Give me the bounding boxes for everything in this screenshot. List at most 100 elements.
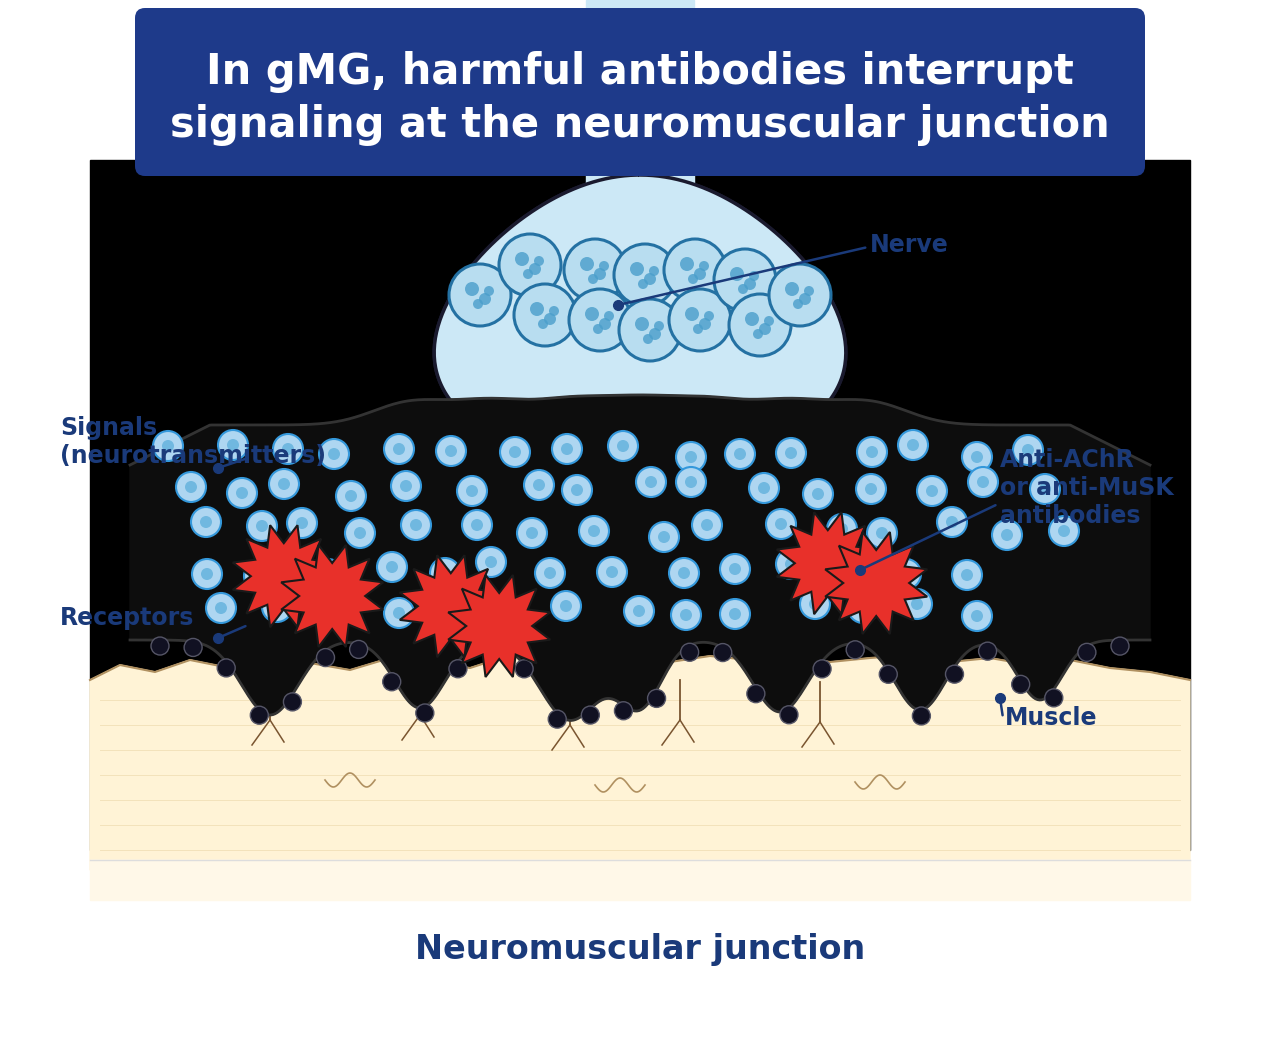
Circle shape	[515, 252, 529, 266]
Circle shape	[227, 439, 239, 450]
Circle shape	[785, 447, 797, 459]
Circle shape	[483, 640, 500, 659]
Circle shape	[561, 443, 573, 455]
Circle shape	[479, 293, 492, 305]
Circle shape	[282, 443, 294, 455]
Circle shape	[846, 640, 864, 659]
Circle shape	[649, 266, 659, 276]
Circle shape	[384, 434, 413, 464]
Circle shape	[570, 289, 631, 351]
Circle shape	[296, 517, 308, 529]
Circle shape	[692, 510, 722, 540]
Circle shape	[550, 591, 581, 621]
Circle shape	[253, 570, 265, 582]
Circle shape	[780, 706, 797, 723]
Circle shape	[244, 561, 274, 591]
Circle shape	[530, 302, 544, 316]
Circle shape	[393, 443, 404, 455]
Circle shape	[764, 316, 774, 326]
Circle shape	[449, 660, 467, 678]
Circle shape	[908, 439, 919, 450]
Circle shape	[507, 611, 518, 623]
Circle shape	[671, 600, 701, 630]
Circle shape	[689, 274, 698, 284]
Circle shape	[745, 312, 759, 326]
Circle shape	[466, 485, 477, 497]
Circle shape	[1012, 435, 1043, 465]
Circle shape	[776, 549, 806, 579]
Circle shape	[544, 567, 556, 579]
Circle shape	[669, 558, 699, 588]
Circle shape	[588, 525, 600, 537]
Circle shape	[1044, 689, 1062, 707]
Polygon shape	[90, 655, 1190, 870]
Polygon shape	[826, 532, 927, 634]
Circle shape	[899, 430, 928, 460]
Circle shape	[699, 318, 710, 330]
Circle shape	[346, 518, 375, 548]
Circle shape	[913, 707, 931, 725]
Circle shape	[384, 598, 413, 628]
Circle shape	[636, 467, 666, 497]
Circle shape	[599, 318, 611, 330]
Circle shape	[876, 527, 888, 539]
Circle shape	[594, 268, 605, 280]
Polygon shape	[90, 861, 1190, 900]
Circle shape	[664, 239, 726, 301]
Circle shape	[865, 483, 877, 495]
Circle shape	[643, 334, 653, 344]
Circle shape	[287, 508, 317, 538]
Circle shape	[544, 313, 556, 325]
Polygon shape	[282, 545, 383, 647]
Polygon shape	[448, 575, 550, 677]
Circle shape	[1111, 637, 1129, 655]
Circle shape	[378, 552, 407, 582]
Circle shape	[681, 644, 699, 661]
Circle shape	[968, 467, 998, 497]
Text: signaling at the neuromuscular junction: signaling at the neuromuscular junction	[170, 104, 1110, 146]
Circle shape	[692, 324, 703, 334]
Circle shape	[562, 475, 591, 506]
Circle shape	[654, 321, 664, 331]
Circle shape	[323, 568, 334, 580]
Circle shape	[676, 467, 707, 497]
Text: Receptors: Receptors	[60, 606, 195, 630]
Circle shape	[799, 293, 812, 305]
Circle shape	[911, 598, 923, 610]
Circle shape	[251, 706, 269, 725]
Circle shape	[278, 479, 291, 490]
Circle shape	[774, 518, 787, 530]
Circle shape	[946, 665, 964, 683]
Circle shape	[236, 487, 248, 499]
Circle shape	[669, 289, 731, 351]
Circle shape	[685, 307, 699, 321]
Circle shape	[390, 471, 421, 501]
Circle shape	[678, 567, 690, 579]
Circle shape	[485, 556, 497, 568]
Circle shape	[749, 473, 780, 503]
Circle shape	[648, 689, 666, 707]
Circle shape	[680, 609, 692, 621]
Circle shape	[585, 307, 599, 321]
Text: Signals
(neurotransmitters): Signals (neurotransmitters)	[60, 416, 326, 468]
Circle shape	[329, 601, 340, 613]
Circle shape	[1001, 529, 1012, 541]
Circle shape	[1011, 676, 1029, 693]
Circle shape	[765, 509, 796, 539]
Circle shape	[699, 261, 709, 271]
Circle shape	[744, 278, 756, 290]
Circle shape	[739, 284, 748, 294]
Circle shape	[410, 519, 422, 531]
Circle shape	[465, 282, 479, 296]
Polygon shape	[434, 175, 846, 465]
Circle shape	[937, 507, 966, 537]
Circle shape	[730, 608, 741, 620]
Circle shape	[227, 479, 257, 508]
Circle shape	[749, 271, 759, 281]
Circle shape	[154, 431, 183, 461]
Circle shape	[992, 520, 1021, 550]
Circle shape	[856, 474, 886, 504]
Circle shape	[436, 436, 466, 466]
Circle shape	[963, 601, 992, 631]
Circle shape	[685, 476, 698, 488]
